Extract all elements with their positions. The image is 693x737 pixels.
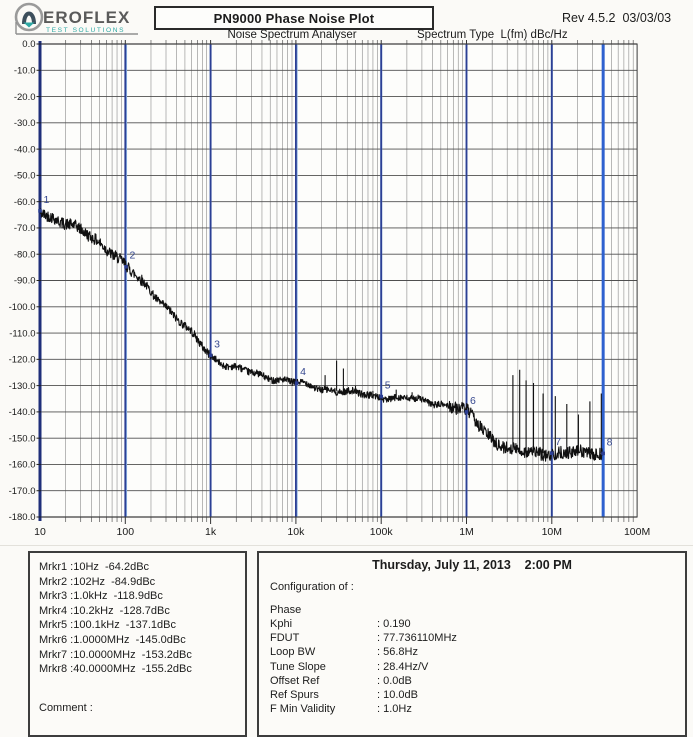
config-row-label: Offset Ref [270,674,320,687]
y-axis-label: -140.0 [9,407,36,418]
config-row-value: : 77.736110MHz [377,632,457,645]
config-row-label: F Min Validity [270,703,336,716]
marker-number-label: 4 [300,366,306,378]
y-axis-label: -50.0 [14,171,36,182]
phase-noise-trace [39,208,604,462]
configuration-heading: Configuration of : [270,581,354,593]
revision-label: Rev 4.5.2 03/03/03 [562,11,672,25]
x-axis-label: 1k [205,526,217,538]
marker-row: Mrkr7 :10.0000MHz -153.2dBc [39,648,192,661]
marker-number-label: 8 [607,436,613,448]
y-axis-label: -110.0 [9,328,35,339]
config-row: FDUT : 77.736110MHz [270,631,685,645]
y-axis-label: -80.0 [14,249,36,260]
config-row-value: : 1.0Hz [377,703,412,716]
y-axis-label: -160.0 [9,460,36,471]
report-title-box: PN9000 Phase Noise Plot [154,6,434,30]
config-row-value: : 0.190 [377,618,411,630]
marker-row: Mrkr6 :1.0000MHz -145.0dBc [39,633,186,646]
marker-row: Mrkr4 :10.2kHz -128.7dBc [39,604,170,617]
config-row-label: FDUT [270,632,300,645]
scan-artifact-line [0,545,693,546]
x-axis-label: 100 [117,526,135,538]
y-axis-label: -20.0 [14,92,36,103]
y-axis-label: -70.0 [14,223,36,234]
config-row-label: Tune Slope [270,660,326,673]
comment-label: Comment : [39,702,93,714]
y-axis-label: -90.0 [14,276,36,287]
config-row-value: : 10.0dB [377,689,418,702]
marker-dot [464,410,469,414]
configuration-panel: Thursday, July 11, 2013 2:00 PM Configur… [257,551,687,737]
marker-number-label: 2 [130,250,136,262]
config-row-label: Loop BW [270,646,316,659]
x-axis-label: 10 [34,526,46,538]
marker-dot [124,264,128,269]
y-axis-label: -130.0 [9,381,36,392]
phase-noise-plot: 1 2 3 4 5 6 7 8 0.0 -10.0 -20.0 -30.0 -40.0 -50.0 -60.… [9,39,651,538]
y-axis-label: -10.0 [14,65,36,76]
marker-dot [601,451,605,456]
config-row: Offset Ref : 0.0dB [270,674,685,688]
x-axis-label: 10M [542,526,562,538]
marker-row: Mrkr2 :102Hz -84.9dBc [39,575,156,588]
y-axis-label: -180.0 [9,512,36,523]
config-row-value: : 28.4Hz/V [377,660,429,673]
analyser-label: Noise Spectrum Analyser [227,29,357,41]
marker-list-panel: Mrkr1 :10Hz -64.2dBc Mrkr2 :102Hz -84.9dB… [28,551,247,737]
configuration-device: Phase [270,604,302,616]
marker-dot [294,381,299,385]
marker-number-label: 1 [44,194,50,206]
marker-dot [379,394,384,399]
y-axis-label: -60.0 [14,197,36,208]
config-row-label: Ref Spurs [270,689,319,702]
spectrum-type-label: Spectrum Type L(fm) dBc/Hz [417,29,568,41]
y-axis-label: 0.0 [22,39,35,50]
config-row: Ref Spurs : 10.0dB [270,688,685,702]
x-axis-label: 1M [459,526,474,538]
marker-number-label: 5 [385,380,391,392]
marker-row: Mrkr8 :40.0000MHz -155.2dBc [39,663,192,676]
marker-dot [550,451,554,455]
marker-list: Mrkr1 :10Hz -64.2dBc Mrkr2 :102Hz -84.9dB… [39,560,241,677]
marker-dot [38,209,42,213]
marker-row: Mrkr1 :10Hz -64.2dBc [39,561,150,573]
y-axis-label: -170.0 [9,486,36,497]
y-axis-label: -150.0 [9,433,36,444]
configuration-rows: Kphi : 0.190 FDUT : 77.736110MHz Loop BW : 56… [270,617,685,716]
aeroflex-logo-icon: EROFLEX TEST SOLUTIONS [14,2,138,35]
config-row: F Min Validity : 1.0Hz [270,702,685,716]
marker-number-label: 3 [214,338,220,350]
report-datetime: Thursday, July 11, 2013 2:00 PM [372,558,572,572]
marker-number-label: 6 [470,395,476,407]
logo-wordmark: EROFLEX [43,8,130,27]
config-row: Tune Slope : 28.4Hz/V [270,660,685,674]
report-title: PN9000 Phase Noise Plot [213,10,375,26]
marker-row: Mrkr5 :100.1kHz -137.1dBc [39,619,176,632]
config-row-label: Kphi [270,618,293,630]
aeroflex-logo: EROFLEX TEST SOLUTIONS [12,1,142,39]
x-axis-label: 10k [287,526,305,538]
x-axis-label: 100M [624,526,650,538]
config-row: Loop BW : 56.8Hz [270,645,685,659]
marker-dot [208,353,213,358]
y-axis-label: -30.0 [14,118,36,129]
config-row: Kphi : 0.190 [270,617,685,631]
config-row-value: : 0.0dB [377,674,412,687]
y-axis-label: -40.0 [14,144,36,155]
y-axis-label: -120.0 [9,355,36,366]
x-axis-label: 100k [370,526,394,538]
y-axis-label: -100.0 [9,302,36,313]
logo-tagline: TEST SOLUTIONS [46,27,125,34]
marker-row: Mrkr3 :1.0kHz -118.9dBc [39,590,163,603]
marker-number-label: 7 [555,436,561,448]
config-row-value: : 56.8Hz [377,646,418,659]
